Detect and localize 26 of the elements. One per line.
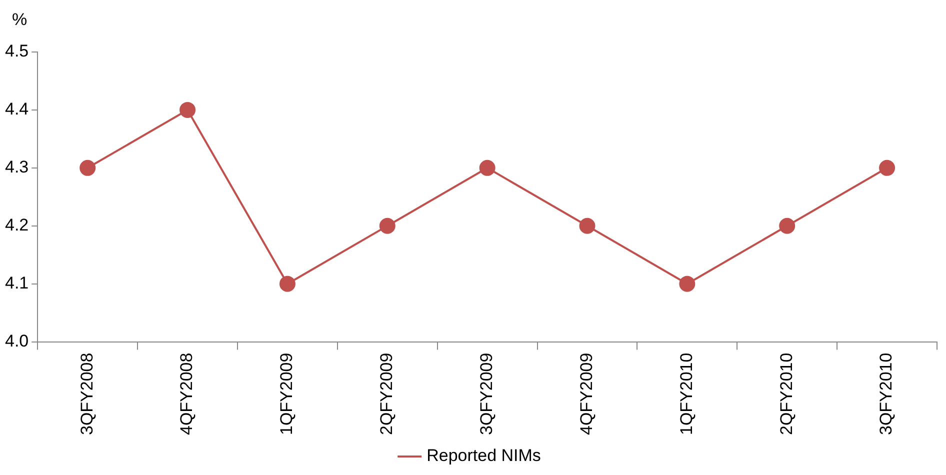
x-tick-label: 1QFY2009 — [277, 352, 296, 436]
point — [379, 218, 396, 234]
point — [279, 276, 296, 292]
point — [180, 102, 196, 118]
x-tick-label: 3QFY2010 — [876, 352, 896, 436]
point — [579, 218, 596, 234]
y-tick-label: 4.5 — [4, 42, 29, 61]
x-tick-label: 3QFY2009 — [477, 352, 496, 436]
x-tick-label: 4QFY2008 — [177, 352, 196, 436]
x-tick-label: 3QFY2008 — [77, 352, 96, 436]
point — [479, 160, 496, 176]
x-tick-label: 2QFY2009 — [377, 352, 396, 436]
point — [80, 160, 96, 176]
y-tick-label: 4.3 — [4, 158, 29, 177]
point — [879, 160, 896, 176]
y-tick-label: 4.1 — [4, 274, 29, 293]
point — [779, 218, 796, 234]
y-tick-label: 4.4 — [4, 100, 29, 119]
y-tick-label: 4.2 — [4, 216, 29, 235]
y-tick-label: 4.0 — [4, 331, 29, 350]
legend-label: Reported NIMs — [426, 446, 541, 466]
x-tick-label: 2QFY2010 — [776, 352, 796, 436]
y-axis-title: % — [12, 10, 28, 30]
x-tick-label: 4QFY2009 — [576, 352, 596, 436]
x-tick-label: 1QFY2010 — [676, 352, 696, 436]
point — [679, 276, 696, 292]
